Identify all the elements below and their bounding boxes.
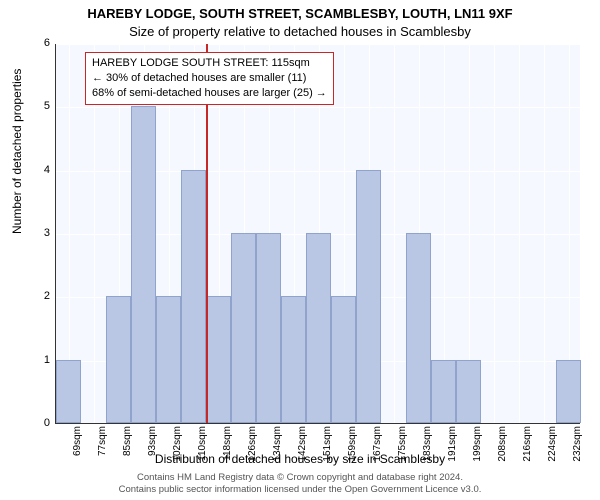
y-tick-label: 5 [30,100,50,112]
info-box: HAREBY LODGE SOUTH STREET: 115sqm ← 30% o… [85,52,334,105]
x-tick-label: 224sqm [547,426,558,471]
infobox-line1: HAREBY LODGE SOUTH STREET: 115sqm [92,57,310,69]
x-tick-label: 183sqm [422,426,433,471]
y-tick-label: 3 [30,227,50,239]
y-tick-label: 4 [30,164,50,176]
histogram-bar [256,233,281,423]
y-tick-label: 2 [30,290,50,302]
x-tick-label: 126sqm [247,426,258,471]
x-tick-label: 191sqm [447,426,458,471]
y-axis-label: Number of detached properties [10,69,24,234]
infobox-line2: ← 30% of detached houses are smaller (11… [92,72,306,84]
x-tick-label: 175sqm [397,426,408,471]
gridline-v [544,44,545,423]
histogram-bar [406,233,431,423]
x-tick-label: 85sqm [122,426,133,471]
histogram-bar [56,360,81,423]
histogram-bar [306,233,331,423]
x-tick-label: 93sqm [147,426,158,471]
x-tick-label: 159sqm [347,426,358,471]
gridline-h [56,424,580,425]
x-tick-label: 232sqm [572,426,583,471]
chart-container: HAREBY LODGE, SOUTH STREET, SCAMBLESBY, … [0,0,600,500]
gridline-v [394,44,395,423]
x-tick-label: 77sqm [97,426,108,471]
x-tick-label: 142sqm [297,426,308,471]
x-tick-label: 102sqm [172,426,183,471]
x-tick-label: 69sqm [72,426,83,471]
histogram-bar [106,296,131,423]
chart-title-line2: Size of property relative to detached ho… [0,24,600,39]
histogram-bar [431,360,456,423]
histogram-bar [356,170,381,423]
histogram-bar [231,233,256,423]
x-tick-label: 208sqm [497,426,508,471]
y-tick-label: 1 [30,354,50,366]
x-tick-label: 151sqm [322,426,333,471]
gridline-v [494,44,495,423]
x-tick-label: 216sqm [522,426,533,471]
footer-attribution: Contains HM Land Registry data © Crown c… [0,472,600,496]
x-tick-label: 118sqm [222,426,233,471]
x-tick-label: 134sqm [272,426,283,471]
footer-line1: Contains HM Land Registry data © Crown c… [137,472,463,483]
y-tick-label: 0 [30,417,50,429]
x-tick-label: 110sqm [197,426,208,471]
y-tick-label: 6 [30,37,50,49]
histogram-bar [156,296,181,423]
footer-line2: Contains public sector information licen… [119,484,482,495]
histogram-bar [281,296,306,423]
x-tick-label: 199sqm [472,426,483,471]
chart-title-line1: HAREBY LODGE, SOUTH STREET, SCAMBLESBY, … [0,6,600,21]
histogram-bar [556,360,581,423]
histogram-bar [181,170,206,423]
histogram-bar [331,296,356,423]
histogram-bar [131,106,156,423]
histogram-bar [456,360,481,423]
histogram-bar [206,296,231,423]
gridline-v [519,44,520,423]
x-tick-label: 167sqm [372,426,383,471]
infobox-line3: 68% of semi-detached houses are larger (… [92,87,327,99]
